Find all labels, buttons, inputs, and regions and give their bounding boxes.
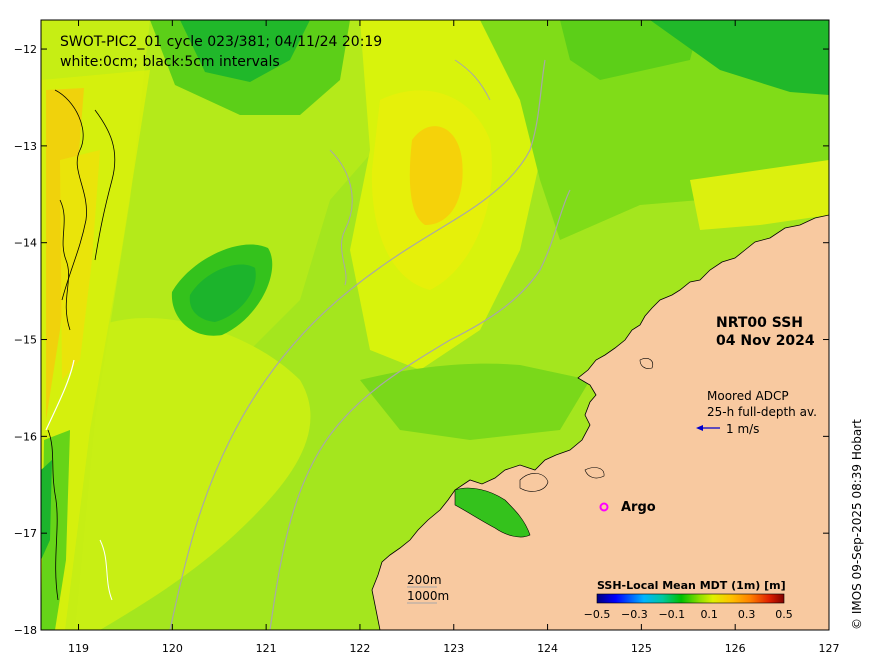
credit-text: © IMOS 09-Sep-2025 08:39 Hobart: [850, 419, 864, 630]
y-tick-label: −17: [14, 527, 37, 540]
x-tick-label: 120: [162, 642, 183, 655]
x-tick-label: 125: [631, 642, 652, 655]
x-tick-label: 124: [537, 642, 558, 655]
argo-marker: [599, 502, 609, 512]
y-tick-label: −15: [14, 334, 37, 347]
svg-text:© IMOS 09-Sep-2025 08:39 Hobar: © IMOS 09-Sep-2025 08:39 Hobart: [850, 419, 864, 630]
y-tick-label: −16: [14, 430, 37, 443]
y-tick-label: −13: [14, 140, 37, 153]
x-tick-label: 119: [68, 642, 89, 655]
colorbar: [596, 593, 785, 604]
y-tick-label: −18: [14, 624, 37, 637]
isobaths: [169, 59, 571, 630]
colorbar-title: SSH-Local Mean MDT (1m) [m]: [597, 579, 786, 592]
plot-title-line1: SWOT-PIC2_01 cycle 023/381; 04/11/24 20:…: [60, 34, 382, 50]
plot-frame: [40, 19, 830, 631]
adcp-scale-label: 1 m/s: [726, 422, 759, 436]
x-tick-label: 126: [725, 642, 746, 655]
y-axis: −12 −13 −14 −15 −16 −17 −18: [14, 43, 829, 637]
colorbar-tick-label: −0.1: [658, 608, 685, 621]
colorbar-ticks: −0.5 −0.3 −0.1 0.1 0.3 0.5: [584, 608, 793, 621]
product-name: NRT00 SSH: [716, 315, 803, 331]
adcp-label: Moored ADCP: [707, 389, 789, 403]
x-tick-label: 122: [349, 642, 370, 655]
isobath-shallow-label: 200m: [407, 573, 442, 587]
colorbar-tick-label: 0.1: [700, 608, 718, 621]
isobath-deep-label: 1000m: [407, 589, 449, 603]
product-date: 04 Nov 2024: [716, 333, 815, 349]
x-axis: 119 120 121 122 123 124 125 126 127: [68, 20, 840, 655]
land-mass: [371, 214, 829, 630]
colorbar-tick-label: 0.3: [738, 608, 756, 621]
ssh-field: [41, 20, 829, 630]
adcp-scale-arrow: [696, 425, 720, 431]
plot-title-line2: white:0cm; black:5cm intervals: [60, 54, 280, 70]
x-tick-label: 123: [443, 642, 464, 655]
colorbar-tick-label: −0.5: [584, 608, 611, 621]
x-tick-label: 127: [819, 642, 840, 655]
adcp-description: 25-h full-depth av.: [707, 405, 817, 419]
colorbar-tick-label: −0.3: [621, 608, 648, 621]
y-tick-label: −14: [14, 237, 37, 250]
x-tick-label: 121: [256, 642, 277, 655]
argo-label: Argo: [621, 500, 656, 515]
y-tick-label: −12: [14, 43, 37, 56]
colorbar-tick-label: 0.5: [775, 608, 793, 621]
